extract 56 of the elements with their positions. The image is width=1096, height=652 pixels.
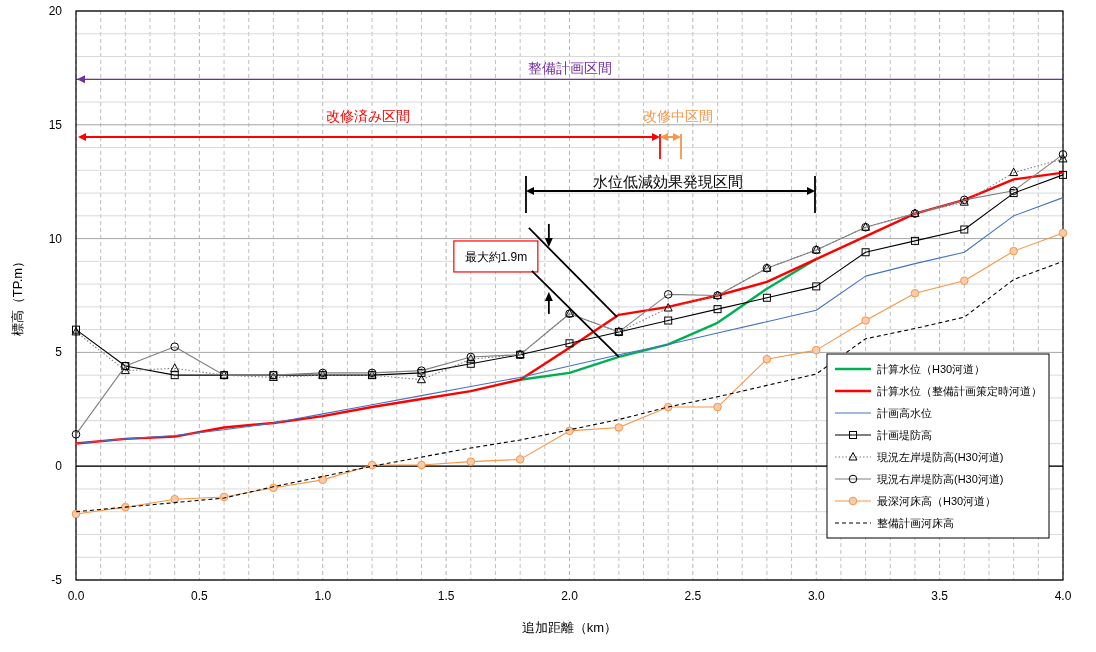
point (318, 475, 328, 485)
point (170, 371, 179, 380)
annotation: 最大約1.9m (464, 249, 528, 264)
x-tick-label: 3.0 (807, 589, 825, 603)
ref-line-label: 整備計画区間 (527, 60, 612, 77)
annotation: 水位低減効果発現区間 (593, 173, 743, 190)
annotation: 改修済み区間 (326, 108, 410, 124)
x-tick-label: 1.5 (437, 589, 455, 603)
point (1059, 170, 1067, 179)
legend-label: 現況左岸堤防高(H30河道) (877, 451, 1004, 463)
y-tick-label: -5 (51, 573, 63, 587)
point (713, 305, 722, 314)
y-tick-label: 10 (48, 231, 63, 246)
point (713, 402, 722, 412)
x-tick-label: 4.0 (1054, 589, 1072, 603)
x-tick-label: 2.5 (684, 589, 702, 603)
point (762, 293, 771, 302)
point (664, 316, 673, 325)
point (466, 457, 476, 466)
point (960, 276, 969, 286)
point (71, 509, 81, 519)
point (910, 288, 920, 298)
legend-label: 最深河床高（H30河道） (877, 495, 997, 507)
point (910, 236, 919, 245)
y-tick-label: 20 (48, 4, 63, 18)
y-tick-label: 0 (55, 459, 63, 474)
x-tick-label: 1.0 (314, 589, 332, 603)
point (170, 494, 179, 504)
x-axis-title: 追加距離（km） (521, 620, 618, 635)
point (762, 354, 772, 364)
point (515, 455, 525, 464)
y-axis-title: 標高（TP.m） (10, 254, 25, 337)
point (960, 225, 969, 234)
x-tick-label: 0.5 (191, 589, 209, 603)
point (565, 339, 574, 348)
annotation: 改修中区間 (643, 108, 713, 124)
point (861, 316, 870, 325)
y-tick-label: 5 (55, 345, 63, 360)
point (417, 460, 426, 470)
x-tick-label: 2.0 (561, 589, 579, 603)
point (811, 345, 821, 355)
point (812, 282, 821, 291)
point (614, 423, 624, 432)
x-tick-label: 3.5 (931, 589, 949, 603)
legend-label: 計算水位（整備計画策定時河道） (877, 385, 1042, 397)
point (1058, 228, 1068, 238)
legend-label: 計画高水位 (877, 407, 932, 419)
legend-label: 計画堤防高 (877, 429, 932, 441)
legend-label: 現況右岸堤防高(H30河道) (877, 473, 1004, 485)
point (1009, 189, 1018, 198)
y-tick-label: 15 (48, 117, 63, 132)
legend-label: 整備計画河床高 (877, 517, 954, 529)
legend-label: 計算水位（H30河道） (877, 363, 986, 375)
point (1009, 246, 1018, 256)
point (861, 248, 870, 257)
x-tick-label: 0.0 (67, 589, 85, 603)
